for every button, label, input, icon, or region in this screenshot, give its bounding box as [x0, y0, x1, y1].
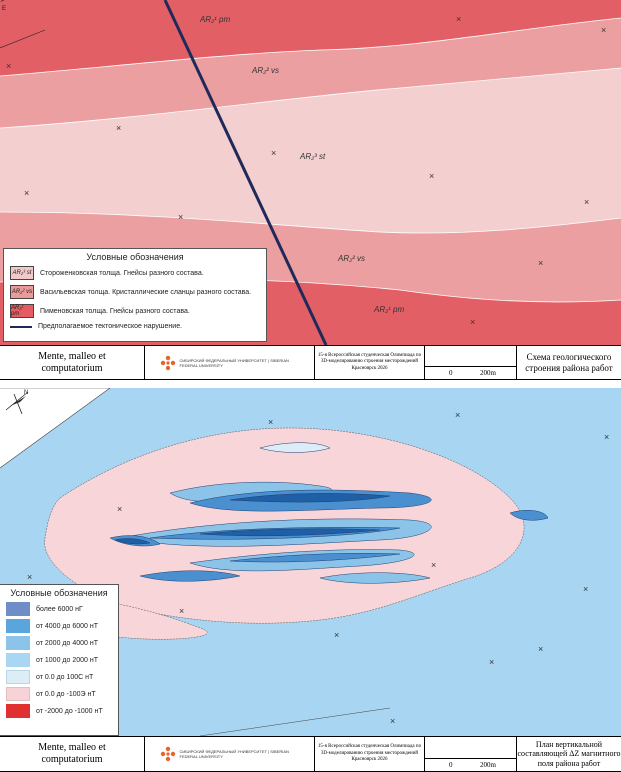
sfu-logo-icon [160, 355, 175, 370]
titleblock-top: Mente, malleo et computatorium СИБИРСКИЙ … [0, 345, 621, 380]
svg-text:N: N [24, 390, 28, 396]
svg-text:×: × [601, 25, 606, 35]
motto-line1: Mente, malleo et [38, 350, 106, 362]
scale-left: 0 [449, 369, 453, 377]
svg-text:×: × [179, 606, 184, 616]
svg-text:×: × [538, 644, 543, 654]
geology-map: E AR₂¹ pm AR₂² vs AR₂³ st AR₂² vs AR₂¹ p… [0, 0, 621, 345]
legend-text-7: от -2000 до -1000 нТ [36, 707, 103, 715]
label-unit-4: AR₂² vs [337, 254, 365, 263]
motto-line2: computatorium [41, 362, 103, 374]
sfu-logo-icon [160, 746, 175, 762]
svg-text:×: × [116, 123, 121, 133]
olympiad-info: 15-я Всероссийская студенческая Олимпиад… [315, 737, 425, 771]
svg-text:×: × [431, 560, 436, 570]
titleblock-bottom: Mente, malleo et computatorium СИБИРСКИЙ … [0, 736, 621, 772]
swatch-1 [6, 602, 30, 616]
logo-text: СИБИРСКИЙ ФЕДЕРАЛЬНЫЙ УНИВЕРСИТЕТ | SIBE… [179, 357, 289, 368]
svg-text:×: × [271, 148, 276, 158]
svg-text:E: E [2, 6, 6, 12]
svg-text:×: × [6, 61, 11, 71]
logo-text: СИБИРСКИЙ ФЕДЕРАЛЬНЫЙ УНИВЕРСИТЕТ | SIBE… [179, 749, 289, 759]
motto: Mente, malleo et computatorium [0, 346, 145, 379]
legend-text-6: от 0.0 до -100Э нТ [36, 690, 96, 698]
legend-item-1: более 6000 нГ [6, 602, 112, 616]
fault-line [163, 0, 328, 345]
svg-text:×: × [117, 504, 122, 514]
svg-text:×: × [470, 317, 475, 327]
svg-text:×: × [584, 197, 589, 207]
legend-text-3: от 2000 до 4000 нТ [36, 639, 98, 647]
motto-line1: Mente, malleo et [38, 742, 106, 753]
svg-text:×: × [538, 258, 543, 268]
legend-text-fault: Предполагаемое тектоническое нарушение. [38, 323, 183, 330]
legend-text-2: от 4000 до 6000 нТ [36, 622, 98, 630]
scale-right: 200m [480, 369, 496, 377]
svg-text:×: × [390, 716, 395, 726]
map-name: План вертикальной составляющей ΔZ магнит… [517, 739, 621, 768]
legend-text-st: Стороженковская толща. Гнейсы разного со… [40, 269, 204, 277]
legend-title: Условные обозначения [86, 252, 184, 262]
map-name: Схема геологического строения района раб… [525, 351, 613, 373]
magnetic-map-panel: N × × × × × × × × × × [0, 388, 621, 736]
svg-text:×: × [268, 417, 273, 427]
legend-text-4: от 1000 до 2000 нТ [36, 656, 98, 664]
swatch-4 [6, 653, 30, 667]
label-unit-5: AR₂¹ pm [373, 305, 405, 314]
legend-item-6: от 0.0 до -100Э нТ [6, 687, 112, 701]
legend-text-1: более 6000 нГ [36, 605, 83, 613]
label-unit-2: AR₂² vs [251, 66, 279, 75]
svg-text:×: × [489, 657, 494, 667]
swatch-3 [6, 636, 30, 650]
legend-item-vs: AR₂² vs Васильевская толща. Кристалличес… [10, 285, 260, 299]
svg-text:×: × [27, 572, 32, 582]
swatch-2 [6, 619, 30, 633]
motto-line2: computatorium [41, 754, 103, 765]
legend-title: Условные обозначения [10, 588, 108, 598]
geology-legend: Условные обозначения AR₂³ st Стороженков… [3, 248, 267, 342]
magnetic-legend: Условные обозначения более 6000 нГ от 40… [0, 584, 119, 736]
legend-item-2: от 4000 до 6000 нТ [6, 619, 112, 633]
svg-text:×: × [429, 171, 434, 181]
legend-item-fault: Предполагаемое тектоническое нарушение. [10, 323, 260, 330]
legend-item-7: от -2000 до -1000 нТ [6, 704, 112, 718]
olympiad-info: 15-я Всероссийская студенческая Олимпиад… [315, 346, 425, 379]
unit-pm-upper [0, 0, 621, 76]
legend-text-5: от 0.0 до 100С нТ [36, 673, 94, 681]
label-unit-1: AR₂¹ pm [199, 15, 231, 24]
svg-text:×: × [334, 630, 339, 640]
university-logo: СИБИРСКИЙ ФЕДЕРАЛЬНЫЙ УНИВЕРСИТЕТ | SIBE… [145, 346, 315, 379]
university-logo: СИБИРСКИЙ ФЕДЕРАЛЬНЫЙ УНИВЕРСИТЕТ | SIBE… [145, 737, 315, 771]
scale-left: 0 [449, 761, 453, 769]
svg-text:×: × [456, 14, 461, 24]
motto: Mente, malleo et computatorium [0, 737, 145, 771]
legend-item-st: AR₂³ st Стороженковская толща. Гнейсы ра… [10, 266, 260, 280]
geology-map-panel: E AR₂¹ pm AR₂² vs AR₂³ st AR₂² vs AR₂¹ p… [0, 0, 621, 345]
legend-text-pm: Пименовская толща. Гнейсы разного состав… [40, 307, 190, 315]
legend-item-4: от 1000 до 2000 нТ [6, 653, 112, 667]
scale-bar: 0 200m [425, 737, 517, 771]
legend-item-pm: AR₂¹ pm Пименовская толща. Гнейсы разног… [10, 304, 260, 318]
north-arrow-icon: N [5, 390, 28, 415]
svg-text:×: × [604, 432, 609, 442]
swatch-st: AR₂³ st [10, 266, 34, 280]
swatch-5 [6, 670, 30, 684]
legend-item-3: от 2000 до 4000 нТ [6, 636, 112, 650]
legend-text-vs: Васильевская толща. Кристаллические слан… [40, 288, 252, 296]
scale-right: 200m [480, 761, 496, 769]
fault-swatch [10, 325, 32, 328]
scale-bar: 0 200m [425, 346, 517, 379]
svg-text:×: × [24, 188, 29, 198]
swatch-pm: AR₂¹ pm [10, 304, 34, 318]
svg-text:×: × [455, 410, 460, 420]
svg-text:×: × [178, 212, 183, 222]
magnetic-map: N × × × × × × × × × × [0, 388, 621, 736]
swatch-7 [6, 704, 30, 718]
swatch-vs: AR₂² vs [10, 285, 34, 299]
svg-text:×: × [583, 584, 588, 594]
label-unit-3: AR₂³ st [299, 152, 326, 161]
legend-item-5: от 0.0 до 100С нТ [6, 670, 112, 684]
swatch-6 [6, 687, 30, 701]
north-arrow-icon: E [0, 0, 6, 12]
